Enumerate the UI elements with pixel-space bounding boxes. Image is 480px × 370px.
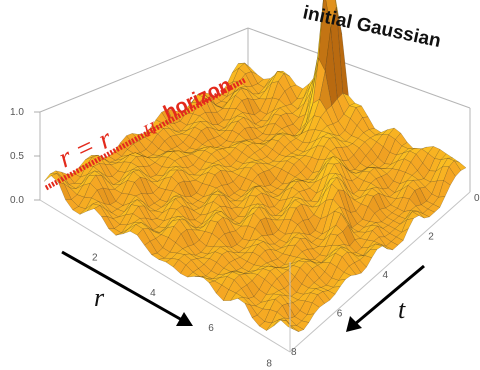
t-tick-label: 8 xyxy=(291,347,297,358)
z-tick-label: 0.5 xyxy=(10,151,24,162)
r-tick-label: 6 xyxy=(208,323,214,334)
t-axis-label: t xyxy=(398,295,406,324)
t-tick-label: 4 xyxy=(383,270,389,281)
box-edge xyxy=(39,27,249,113)
r-tick-label: 8 xyxy=(266,358,272,369)
box-edge xyxy=(289,191,471,353)
t-direction-arrow xyxy=(346,264,425,332)
z-tick-label: 0.0 xyxy=(10,195,24,206)
r-axis-label: r xyxy=(94,283,105,312)
r-tick-label: 2 xyxy=(92,252,98,263)
r-tick-label: 4 xyxy=(150,288,156,299)
t-tick-label: 0 xyxy=(474,193,480,204)
z-tick-label: 1.0 xyxy=(10,107,24,118)
t-axis-ticks: 0 2 4 6 8 xyxy=(291,193,480,358)
surface-mesh xyxy=(43,0,467,332)
r-axis-ticks: 2 4 6 8 xyxy=(92,252,272,369)
t-tick-label: 2 xyxy=(428,232,434,243)
box-edge xyxy=(39,199,291,353)
t-tick-label: 6 xyxy=(337,309,343,320)
r-direction-arrow xyxy=(61,250,193,326)
horizon-line xyxy=(44,77,247,191)
bounding-box-front xyxy=(39,191,471,353)
z-axis-ticks: 0.0 0.5 1.0 xyxy=(10,107,40,206)
box-edge xyxy=(247,27,471,109)
